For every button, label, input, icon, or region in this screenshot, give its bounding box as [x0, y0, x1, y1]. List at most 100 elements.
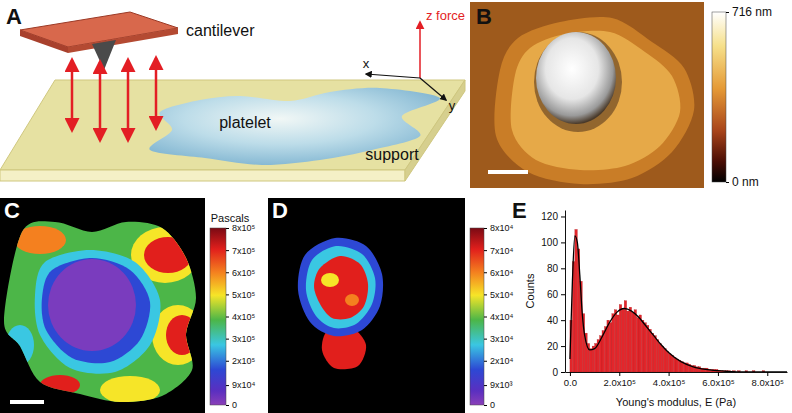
x-tick-label: 6.0x10⁵ — [702, 377, 735, 388]
colorbar-tick-label: 6x10⁵ — [232, 268, 256, 278]
colorbar-tick-mark — [226, 385, 229, 386]
histogram-bar — [575, 229, 577, 372]
histogram-bar — [674, 358, 676, 372]
colorbar-tick-label: 4x10⁵ — [232, 312, 256, 322]
x-axis-label: x — [363, 56, 370, 71]
colorbar-tick-mark — [226, 250, 229, 251]
y-tick: 60 — [547, 289, 565, 300]
y-axis-arrow — [420, 78, 446, 100]
x-tick: 6.0x10⁵ — [702, 372, 735, 388]
histogram-bar — [637, 318, 639, 372]
colorbar-tick-mark — [484, 317, 487, 318]
colorbar-tick: 6x10⁵ — [226, 268, 256, 278]
stiffness-region — [144, 237, 192, 273]
x-tick: 0.0 — [564, 372, 577, 388]
histogram-bar — [624, 301, 626, 372]
cell-middle — [35, 250, 161, 374]
colorbar-tick-label: 3x10⁵ — [232, 334, 256, 344]
colorbar-tick: 6x10⁴ — [484, 268, 514, 278]
histogram-bar — [612, 314, 614, 372]
histogram-bar — [609, 323, 611, 372]
afm-cell-rim — [494, 17, 694, 184]
colorbar-tick-label: 5x10⁵ — [232, 290, 256, 300]
colorbar-tick-label: 8x10⁴ — [490, 223, 514, 233]
panel-label: B — [476, 4, 492, 29]
histogram-bar — [632, 312, 634, 372]
y-tick-label: 80 — [547, 263, 559, 274]
colorbar-tick: 5x10⁴ — [484, 290, 514, 300]
x-axis-line — [566, 372, 788, 373]
colorbar-tick: 0 — [484, 400, 495, 410]
colorbar-tick: 2x10⁴ — [484, 356, 514, 366]
histogram-bar — [639, 315, 641, 372]
colorbar-axis: 8x10⁵7x10⁵6x10⁵5x10⁵4x10⁵3x10⁵2x10⁵9x10⁴… — [226, 223, 256, 410]
y-axis: 0 20 40 60 80 100 120 — [541, 211, 565, 378]
cantilever-side — [20, 30, 68, 53]
colorbar-tick: 9x10³ — [484, 380, 513, 390]
x-tick: 8.0x10⁵ — [752, 372, 785, 388]
y-tick: 120 — [541, 211, 565, 222]
colorbar-tick-label: 0 nm — [732, 175, 759, 189]
cantilever-tip — [92, 40, 116, 70]
histogram-bar — [654, 336, 656, 372]
panel-label: A — [6, 4, 22, 29]
panel-a: plateletsupportcantileverz forcexyA — [0, 4, 465, 181]
colorbar-tick-label: 0 — [490, 400, 495, 410]
histogram-bar — [661, 346, 663, 372]
support-top — [0, 80, 465, 170]
histogram-bar — [659, 343, 661, 372]
x-axis-title: Young's modulus, E (Pa) — [616, 396, 736, 408]
colorbar-tick-mark — [484, 405, 487, 406]
y-tick-mark — [561, 216, 565, 217]
force-arrow — [127, 60, 130, 140]
x-tick: 2.0x10⁵ — [604, 372, 637, 388]
panel-label: D — [272, 198, 288, 223]
colorbar-tick-mark — [484, 228, 487, 229]
y-tick-mark — [561, 268, 565, 269]
colorbar-tick-label: 5x10⁴ — [490, 290, 514, 300]
colorbar-tick-label: 0 — [232, 400, 237, 410]
colorbar-tick-label: 2x10⁵ — [232, 356, 256, 366]
x-tick-mark — [718, 372, 719, 376]
y-tick: 100 — [541, 237, 565, 248]
cantilever-label: cantilever — [186, 22, 255, 39]
x-tick-mark — [570, 372, 571, 376]
histogram-bar — [617, 315, 619, 372]
colorbar-tick-mark — [226, 228, 229, 229]
colorbar-tick-label: 9x10³ — [490, 380, 513, 390]
colorbar-tick-label: 8x10⁵ — [232, 223, 256, 233]
colorbar-tick-label: 6x10⁴ — [490, 268, 514, 278]
colorbar-tick: 0 nm — [726, 175, 759, 189]
y-tick-label: 40 — [547, 315, 559, 326]
histogram-bar — [644, 323, 646, 372]
colorbar-tick-mark — [484, 385, 487, 386]
y-tick-label: 120 — [541, 211, 558, 222]
stiffness-region — [100, 376, 160, 404]
y-tick: 40 — [547, 315, 565, 326]
histogram-bar — [614, 310, 616, 372]
z-axis-arrow — [419, 22, 421, 78]
y-tick: 20 — [547, 341, 565, 352]
histogram-bar — [664, 349, 666, 372]
colorbar-tick-label: 9x10⁴ — [232, 380, 256, 390]
histogram-bar — [619, 305, 621, 372]
histogram-bar — [622, 308, 624, 372]
colorbar-tick: 5x10⁵ — [226, 290, 256, 300]
histogram-bar — [590, 349, 592, 372]
cell-outer — [298, 238, 383, 337]
colorbar-tick: 3x10⁵ — [226, 334, 256, 344]
y-tick: 0 — [552, 367, 565, 378]
colorbar — [470, 228, 484, 405]
x-axis-arrow — [366, 74, 420, 78]
force-arrow — [99, 62, 102, 140]
colorbar-tick-label: 3x10⁴ — [490, 334, 514, 344]
panel-e: 0.02.0x10⁵4.0x10⁵6.0x10⁵8.0x10⁵020406080… — [512, 198, 788, 408]
colorbar-axis: 716 nm0 nm — [726, 5, 772, 189]
colorbar — [712, 12, 726, 182]
panel-c: CPascals8x10⁵7x10⁵6x10⁵5x10⁵4x10⁵3x10⁵2x… — [0, 198, 256, 413]
y-tick: 80 — [547, 263, 565, 274]
scale-bar — [488, 170, 528, 174]
x-tick-mark — [669, 372, 670, 376]
afm-center — [536, 32, 616, 124]
colorbar-tick: 8x10⁵ — [226, 223, 256, 233]
